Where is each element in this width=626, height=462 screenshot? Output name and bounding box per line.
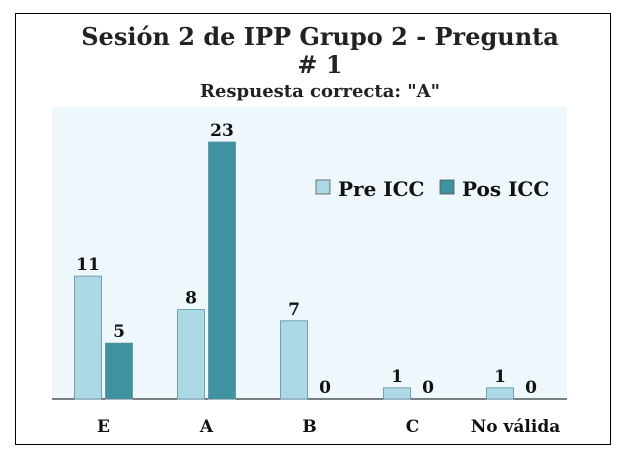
chart-title-line2: # 1 bbox=[297, 50, 342, 79]
value-label-pre-1: 8 bbox=[185, 289, 197, 309]
bar-pos-0 bbox=[105, 342, 133, 400]
value-label-pos-1: 23 bbox=[210, 121, 234, 141]
chart-subtitle: Respuesta correcta: "A" bbox=[200, 81, 440, 102]
bar-pre-1 bbox=[177, 309, 205, 400]
value-label-pre-0: 11 bbox=[76, 255, 100, 275]
value-label-pos-3: 0 bbox=[422, 378, 434, 398]
category-labels-group: E A B C No válida bbox=[97, 417, 560, 437]
value-label-pre-4: 1 bbox=[494, 367, 506, 387]
legend-label-pre-icc: Pre ICC bbox=[338, 177, 424, 201]
value-label-pre-3: 1 bbox=[391, 367, 403, 387]
category-label-1: A bbox=[199, 417, 214, 437]
legend-swatch-pos-icc bbox=[439, 179, 455, 195]
bars-group bbox=[74, 141, 514, 400]
plot-area bbox=[52, 107, 567, 399]
category-label-4: No válida bbox=[471, 417, 561, 437]
category-label-0: E bbox=[97, 417, 110, 437]
value-label-pos-2: 0 bbox=[319, 378, 331, 398]
bar-pre-2 bbox=[280, 320, 308, 400]
legend-swatch-pre-icc bbox=[315, 179, 331, 195]
legend-label-pos-icc: Pos ICC bbox=[462, 177, 549, 201]
bar-pos-1 bbox=[208, 141, 236, 400]
value-label-pos-4: 0 bbox=[525, 378, 537, 398]
bar-pre-3 bbox=[383, 387, 411, 400]
value-label-pos-0: 5 bbox=[113, 322, 125, 342]
bar-pre-0 bbox=[74, 275, 102, 400]
legend: Pre ICC Pos ICC bbox=[315, 177, 549, 201]
category-label-3: C bbox=[406, 417, 420, 437]
value-label-pre-2: 7 bbox=[288, 300, 300, 320]
bar-pre-4 bbox=[486, 387, 514, 400]
chart-title-line1: Sesión 2 de IPP Grupo 2 - Pregunta bbox=[81, 22, 559, 51]
category-label-2: B bbox=[302, 417, 316, 437]
